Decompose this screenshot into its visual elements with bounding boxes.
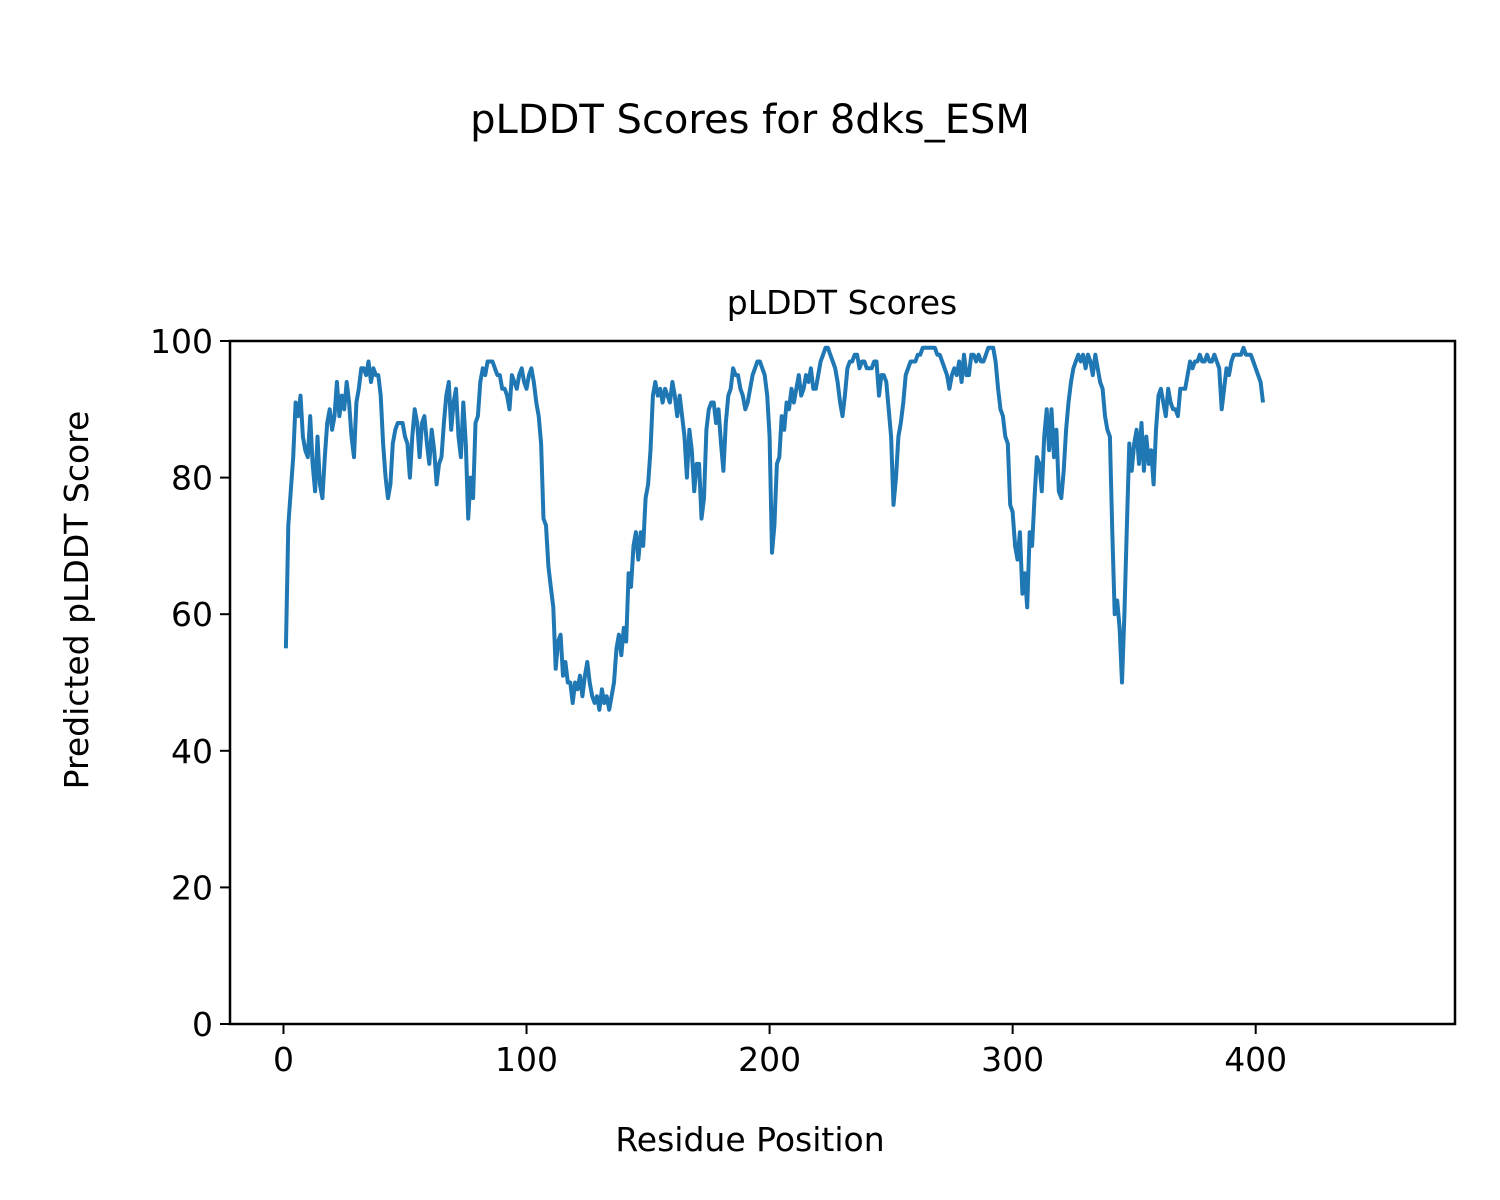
x-axis-label: Residue Position <box>615 1120 884 1159</box>
x-tick-label: 200 <box>738 1040 801 1079</box>
x-tick-label: 0 <box>273 1040 294 1079</box>
tick-group: 0 100 200 300 400 0 20 40 60 80 100 <box>150 322 1287 1079</box>
y-tick-label: 80 <box>171 459 213 498</box>
y-tick-label: 0 <box>192 1005 213 1044</box>
plot-frame <box>228 339 1457 1026</box>
y-tick-label: 20 <box>171 868 213 907</box>
x-tick-label: 300 <box>981 1040 1044 1079</box>
y-tick-label: 100 <box>150 322 213 361</box>
y-tick-label: 60 <box>171 595 213 634</box>
axes-title: pLDDT Scores <box>727 283 957 322</box>
y-tick-label: 40 <box>171 732 213 771</box>
x-tick-label: 400 <box>1224 1040 1287 1079</box>
x-tick-label: 100 <box>495 1040 558 1079</box>
chart-title: pLDDT Scores for 8dks_ESM <box>470 97 1030 143</box>
series-line <box>283 345 1265 712</box>
y-axis-label: Predicted pLDDT Score <box>57 411 96 790</box>
